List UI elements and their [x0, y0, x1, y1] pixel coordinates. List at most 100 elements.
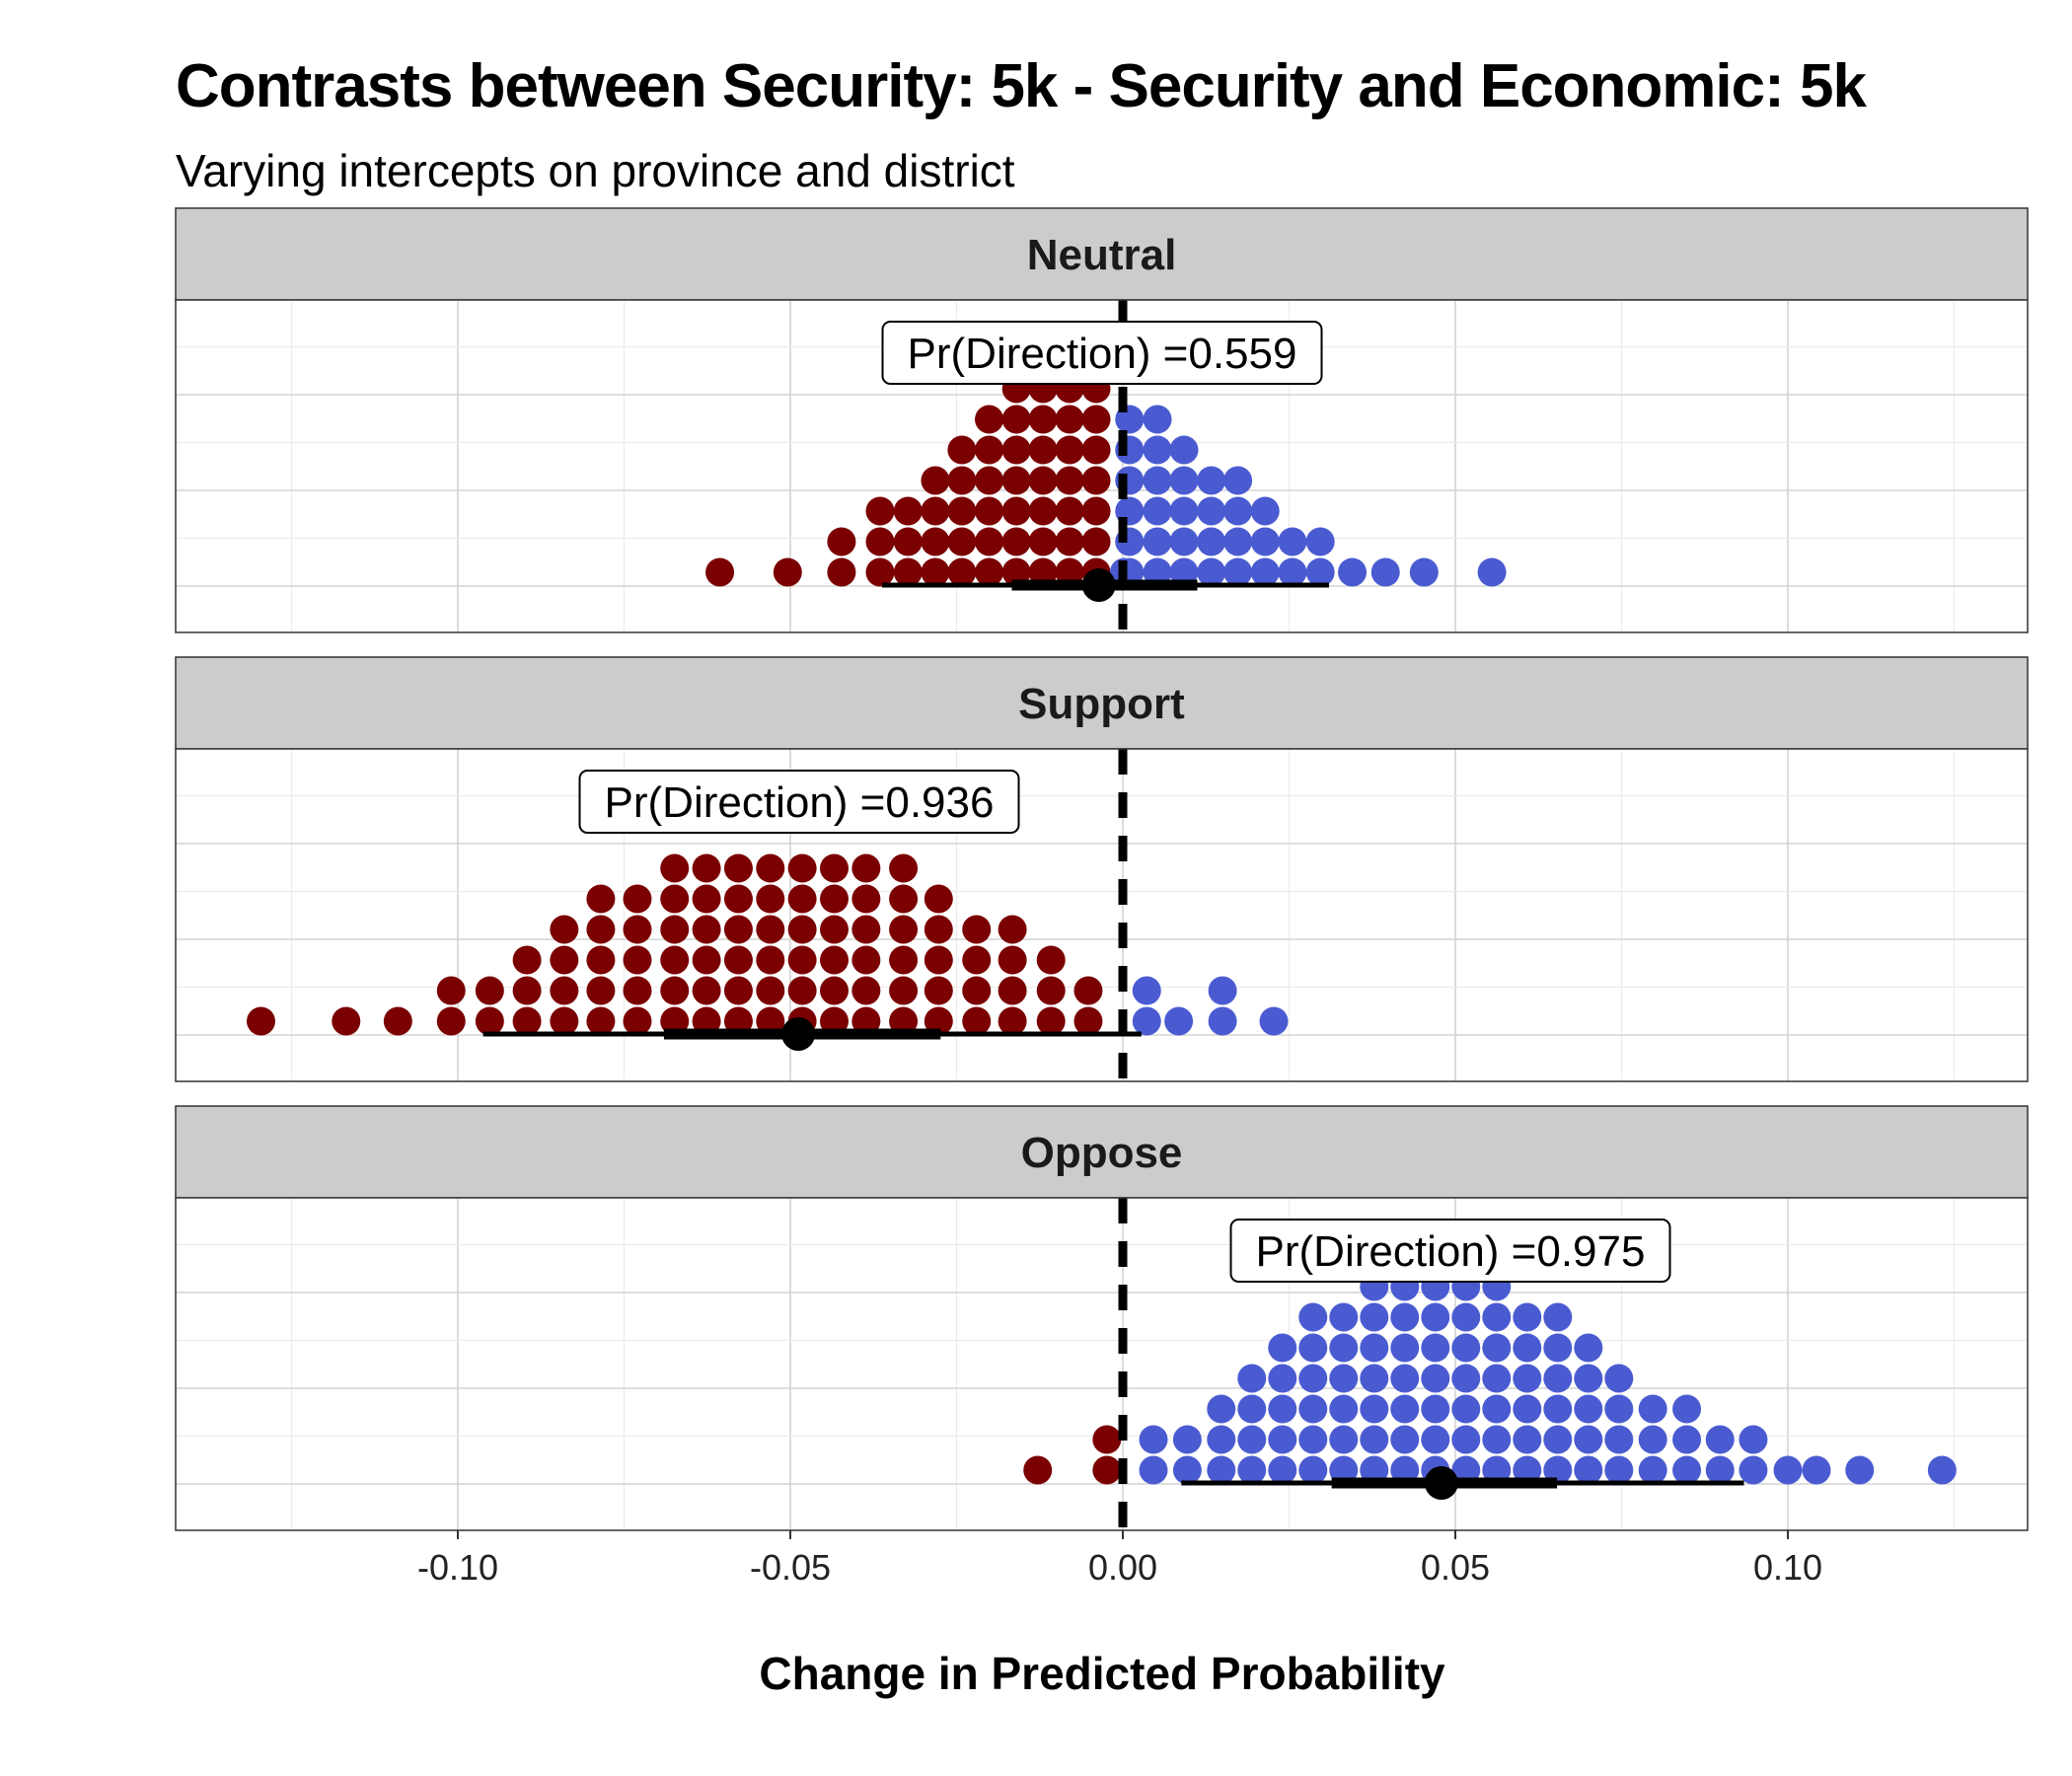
dot	[623, 976, 652, 1005]
dot	[512, 945, 542, 975]
dot	[851, 1006, 881, 1036]
dot	[1237, 1425, 1267, 1454]
dot	[692, 915, 721, 944]
dot	[1298, 1333, 1328, 1363]
dot	[1028, 496, 1058, 526]
dot	[1197, 527, 1226, 556]
dot	[1638, 1394, 1667, 1424]
dot	[1298, 1302, 1328, 1332]
dot	[1001, 405, 1031, 434]
dot	[889, 945, 919, 975]
dot	[586, 1006, 616, 1036]
dot	[1305, 527, 1335, 556]
dot	[1208, 976, 1237, 1005]
dot	[756, 976, 785, 1005]
dot	[962, 915, 992, 944]
dot	[1132, 1006, 1161, 1036]
dot	[773, 557, 802, 587]
dot	[692, 1006, 721, 1036]
facet-strip-label: Oppose	[1021, 1129, 1183, 1177]
pr-direction-label: Pr(Direction) =0.975	[1256, 1227, 1646, 1276]
dot	[756, 884, 785, 914]
dot	[1390, 1425, 1420, 1454]
dot	[1139, 1455, 1168, 1485]
dot	[1092, 1455, 1122, 1485]
dot	[1278, 557, 1307, 587]
dot	[1055, 435, 1084, 465]
dot	[1081, 496, 1111, 526]
dot	[1390, 1455, 1420, 1485]
dot	[332, 1006, 361, 1036]
dot	[1451, 1364, 1481, 1393]
dot	[819, 976, 849, 1005]
dot	[1390, 1364, 1420, 1393]
dot	[1036, 976, 1066, 1005]
dot	[475, 976, 504, 1005]
dot	[1172, 1455, 1202, 1485]
dot	[1268, 1364, 1297, 1393]
dot	[1421, 1302, 1450, 1332]
dot	[1197, 557, 1226, 587]
dot	[1513, 1394, 1542, 1424]
dot	[1451, 1455, 1481, 1485]
dot	[1390, 1333, 1420, 1363]
dot	[1143, 466, 1172, 495]
dot	[1001, 435, 1031, 465]
dot	[723, 976, 753, 1005]
dot	[1298, 1394, 1328, 1424]
dot	[550, 1006, 579, 1036]
dot	[865, 496, 895, 526]
dot	[1237, 1364, 1267, 1393]
dot	[962, 945, 992, 975]
dot	[1543, 1425, 1573, 1454]
dot	[1250, 496, 1280, 526]
dot	[851, 853, 881, 883]
dot	[1482, 1333, 1512, 1363]
dot	[921, 496, 950, 526]
dot	[660, 1006, 690, 1036]
dot	[756, 915, 785, 944]
dot	[1543, 1455, 1573, 1485]
dot	[1143, 435, 1172, 465]
dot	[1207, 1425, 1236, 1454]
dot	[975, 435, 1004, 465]
dot	[924, 915, 953, 944]
dot	[893, 496, 923, 526]
dot	[723, 853, 753, 883]
dot	[998, 1006, 1027, 1036]
dot	[1421, 1425, 1450, 1454]
dot	[1197, 496, 1226, 526]
panel-border	[175, 1197, 2029, 1531]
x-tick-label: 0.05	[1421, 1547, 1490, 1588]
dot	[1329, 1394, 1359, 1424]
dot	[705, 557, 735, 587]
dot	[1477, 557, 1507, 587]
x-tick-label: 0.00	[1088, 1547, 1157, 1588]
pr-direction-label: Pr(Direction) =0.559	[908, 330, 1297, 378]
facet-panel-neutral: Neutral Pr(Direction) =0.559	[175, 207, 2029, 633]
dot	[787, 884, 817, 914]
dot	[1329, 1455, 1359, 1485]
dot	[1237, 1455, 1267, 1485]
dot	[1143, 527, 1172, 556]
dot	[1773, 1455, 1803, 1485]
dot	[947, 496, 977, 526]
dot	[1055, 405, 1084, 434]
dot	[1360, 1394, 1389, 1424]
dot	[1360, 1333, 1389, 1363]
dot	[1513, 1425, 1542, 1454]
dot	[1164, 1006, 1194, 1036]
dot	[827, 527, 856, 556]
dot	[623, 884, 652, 914]
dot	[623, 945, 652, 975]
dot	[1278, 527, 1307, 556]
dot	[1543, 1394, 1573, 1424]
dot	[1073, 976, 1103, 1005]
facet-panel-oppose: Oppose Pr(Direction) =0.975 -0.10 -0.05 0.00…	[175, 1105, 2029, 1588]
dot	[1421, 1394, 1450, 1424]
dot	[865, 527, 895, 556]
dot	[787, 945, 817, 975]
dot	[1329, 1425, 1359, 1454]
dot	[1390, 1302, 1420, 1332]
dot	[889, 1006, 919, 1036]
